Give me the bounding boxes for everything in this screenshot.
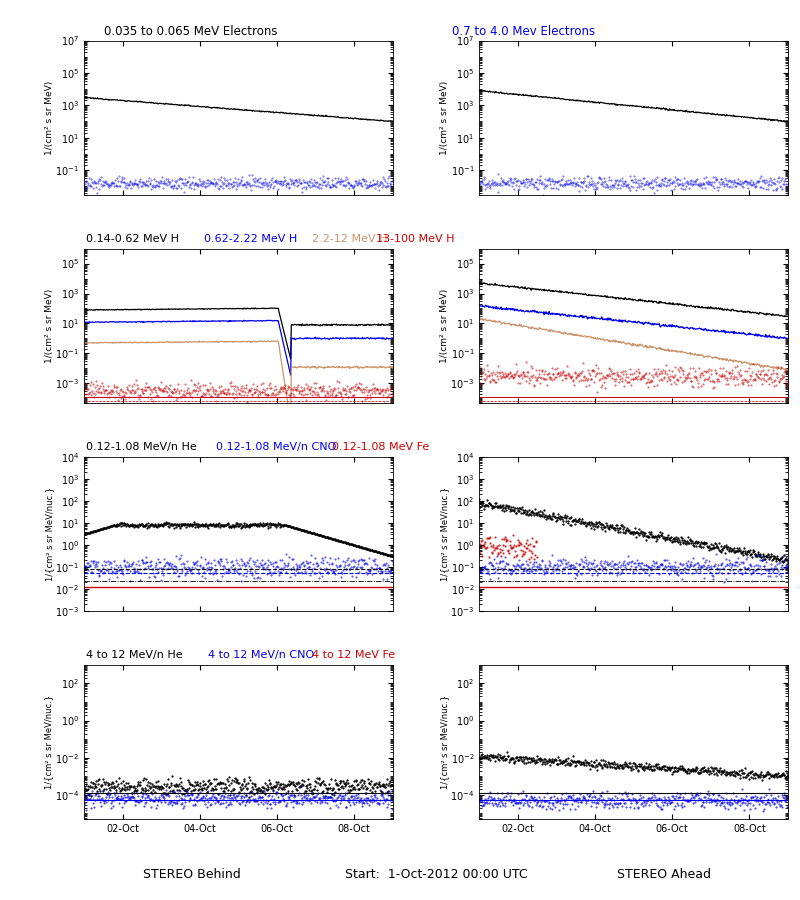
Text: 4 to 12 MeV Fe: 4 to 12 MeV Fe (312, 651, 395, 661)
Text: STEREO Behind: STEREO Behind (143, 868, 241, 880)
Y-axis label: 1/(cm² s sr MeV): 1/(cm² s sr MeV) (45, 289, 54, 363)
Text: 0.7 to 4.0 Mev Electrons: 0.7 to 4.0 Mev Electrons (452, 25, 595, 38)
Text: 0.12-1.08 MeV Fe: 0.12-1.08 MeV Fe (332, 442, 430, 452)
Text: 0.12-1.08 MeV/n He: 0.12-1.08 MeV/n He (86, 442, 197, 452)
Text: 4 to 12 MeV/n He: 4 to 12 MeV/n He (86, 651, 183, 661)
Y-axis label: 1/(cm² s sr MeV): 1/(cm² s sr MeV) (45, 80, 54, 155)
Text: 4 to 12 MeV/n CNO: 4 to 12 MeV/n CNO (208, 651, 314, 661)
Text: 0.035 to 0.065 MeV Electrons: 0.035 to 0.065 MeV Electrons (104, 25, 278, 38)
Text: STEREO Ahead: STEREO Ahead (617, 868, 711, 880)
Y-axis label: 1/{cm² s sr MeV/nuc.}: 1/{cm² s sr MeV/nuc.} (45, 487, 54, 580)
Text: 0.12-1.08 MeV/n CNO: 0.12-1.08 MeV/n CNO (216, 442, 336, 452)
Text: 0.62-2.22 MeV H: 0.62-2.22 MeV H (204, 234, 298, 244)
Y-axis label: 1/{cm² s sr MeV/nuc.}: 1/{cm² s sr MeV/nuc.} (45, 695, 54, 789)
Y-axis label: 1/(cm² s sr MeV): 1/(cm² s sr MeV) (440, 80, 449, 155)
Text: 0.14-0.62 MeV H: 0.14-0.62 MeV H (86, 234, 179, 244)
Text: 2.2-12 MeV H: 2.2-12 MeV H (312, 234, 387, 244)
Text: 13-100 MeV H: 13-100 MeV H (376, 234, 454, 244)
Y-axis label: 1/{cm² s sr MeV/nuc.}: 1/{cm² s sr MeV/nuc.} (440, 487, 449, 580)
Y-axis label: 1/{cm² s sr MeV/nuc.}: 1/{cm² s sr MeV/nuc.} (440, 695, 449, 789)
Y-axis label: 1/(cm² s sr MeV): 1/(cm² s sr MeV) (440, 289, 449, 363)
Text: Start:  1-Oct-2012 00:00 UTC: Start: 1-Oct-2012 00:00 UTC (345, 868, 527, 880)
